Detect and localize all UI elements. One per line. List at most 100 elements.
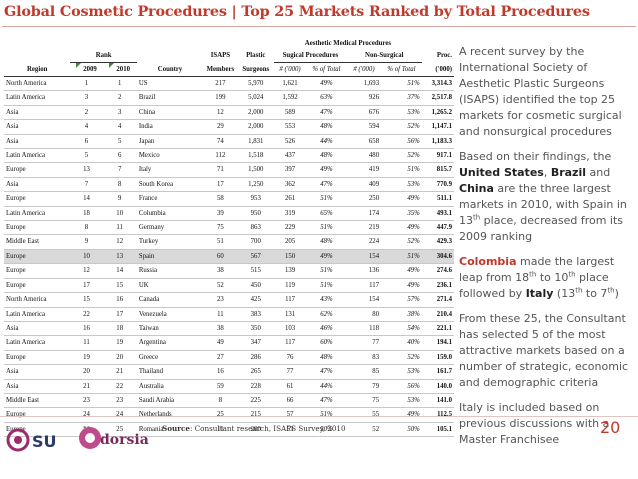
table-cell: Thailand xyxy=(138,368,164,376)
table-cell: 5,970 xyxy=(248,80,264,87)
table-cell: 49% xyxy=(407,267,420,275)
table-cell: 16 xyxy=(116,296,124,304)
table-cell: 658 xyxy=(368,137,380,145)
table-cell: 11 xyxy=(217,310,224,318)
table-cell: Romania xyxy=(138,425,164,433)
table-cell: Columbia xyxy=(138,209,166,217)
table-cell: 51% xyxy=(407,252,420,260)
commentary-intro: A recent survey by the International Soc… xyxy=(459,45,622,138)
table-cell: Asia xyxy=(6,137,19,145)
table-cell: 38 xyxy=(217,324,224,332)
table-cell: 77 xyxy=(286,368,294,376)
table-cell: 1,250 xyxy=(248,180,264,188)
table-body: North America 1 1 US 217 5,970 1,621 49% 1,693 51… xyxy=(4,77,454,437)
table-cell: 1 xyxy=(118,80,122,87)
table-cell: 2,517.8 xyxy=(431,94,452,102)
table-cell: 7 xyxy=(118,166,122,174)
table-row: Europe 12 14 Russia 38 515 139 51% 136 49% 274.6 xyxy=(4,264,454,279)
title-divider xyxy=(2,26,636,27)
table-cell: 38 xyxy=(217,267,224,275)
footer-divider xyxy=(0,416,638,417)
table-cell: 526 xyxy=(284,137,296,145)
table-cell: 4 xyxy=(84,123,89,131)
table-cell: Mexico xyxy=(138,152,160,160)
table-cell: 53 xyxy=(286,425,294,433)
table-cell: 65% xyxy=(320,209,333,217)
table-cell: 55 xyxy=(372,411,380,419)
table-row: Europe 17 15 UK 52 450 119 51% 117 49% 236.1 xyxy=(4,278,454,293)
table-cell: 117 xyxy=(369,281,380,289)
table-cell: 480 xyxy=(368,152,380,160)
table-cell: 12 xyxy=(217,108,224,116)
table-cell: 174 xyxy=(368,209,380,217)
table-row: Asia 6 5 Japan 74 1,831 526 44% 658 56% 1,183.3 xyxy=(4,134,454,149)
table-cell: 5,024 xyxy=(248,94,264,102)
plastic-header-2: Surgeons xyxy=(237,62,274,77)
table-cell: 1,621 xyxy=(282,80,298,87)
table-cell: 74 xyxy=(217,137,224,145)
table-row: Latin America 22 17 Venezuela 11 383 131 62% 80 3… xyxy=(4,307,454,322)
table-cell: 58 xyxy=(217,195,224,203)
table-cell: Latin America xyxy=(6,339,46,347)
table-cell: Latin America xyxy=(6,310,46,318)
table-cell: 50% xyxy=(320,425,333,433)
table-cell: 225 xyxy=(250,396,261,404)
table-row: Europe 14 9 France 58 953 261 51% 250 49% 511.1 xyxy=(4,192,454,207)
table-cell: Europe xyxy=(6,267,26,275)
table-cell: 43% xyxy=(320,296,333,304)
table-cell: 19 xyxy=(83,353,90,361)
table-cell: 511.1 xyxy=(437,195,452,203)
table-row: Latin America 11 19 Argentina 49 347 117 60% 77 4… xyxy=(4,336,454,351)
table-cell: 51% xyxy=(320,224,333,232)
table-cell: 1 xyxy=(84,80,89,87)
table-cell: 51% xyxy=(407,166,420,174)
table-cell: 194.1 xyxy=(436,339,452,347)
table-cell: 8 xyxy=(218,396,223,404)
table-row: North America 15 16 Canada 23 425 117 43% 154 57%… xyxy=(4,293,454,307)
table-cell: 48% xyxy=(320,152,333,160)
table-cell: 236.1 xyxy=(436,281,452,289)
table-cell: North America xyxy=(6,296,47,304)
table-cell: 53% xyxy=(407,180,420,188)
plastic-header-1: Plastic xyxy=(246,52,266,60)
table-cell: 10 xyxy=(116,209,124,217)
page-number: 20 xyxy=(600,418,621,437)
table-row: Europe 10 13 Spain 60 567 150 49% 154 51% 304.6 xyxy=(4,249,454,264)
table-cell: 20 xyxy=(116,353,124,361)
table-cell: 20 xyxy=(83,368,90,376)
table-cell: Middle East xyxy=(6,396,40,404)
table-cell: 49% xyxy=(407,411,420,419)
table-cell: 24 xyxy=(83,411,90,419)
table-cell: 18 xyxy=(83,209,90,217)
table-cell: 11 xyxy=(83,339,90,347)
table-cell: 437 xyxy=(284,152,296,160)
table-cell: 52% xyxy=(407,238,420,246)
table-cell: Europe xyxy=(6,252,26,260)
table-cell: 71 xyxy=(217,166,224,174)
table-cell: South Korea xyxy=(138,180,174,188)
table-cell: Asia xyxy=(6,123,19,131)
table-cell: 13 xyxy=(83,166,90,174)
table-cell: 350 xyxy=(250,324,261,332)
table-cell: 1,518 xyxy=(248,152,264,160)
table-cell: North America xyxy=(6,80,47,87)
table-cell: 51% xyxy=(320,411,333,419)
table-cell: 347 xyxy=(250,339,261,347)
table-cell: Asia xyxy=(6,180,19,188)
table-cell: Asia xyxy=(6,368,19,376)
table-cell: Canada xyxy=(138,296,160,304)
table-cell: 11 xyxy=(116,224,123,232)
table-cell: 54% xyxy=(407,324,420,332)
table-cell: 76 xyxy=(286,353,294,361)
table-cell: 103 xyxy=(284,324,296,332)
table-cell: 59 xyxy=(217,382,224,390)
table-cell: France xyxy=(138,195,158,203)
table-cell: Asia xyxy=(6,108,19,116)
table-cell: 47% xyxy=(320,396,333,404)
table-cell: 425 xyxy=(250,296,261,304)
table-cell: 154 xyxy=(368,296,380,304)
table-cell: 5 xyxy=(84,152,89,160)
table-cell: 200 xyxy=(250,425,261,433)
table-cell: 228 xyxy=(250,382,261,390)
table-cell: 8 xyxy=(84,224,89,232)
